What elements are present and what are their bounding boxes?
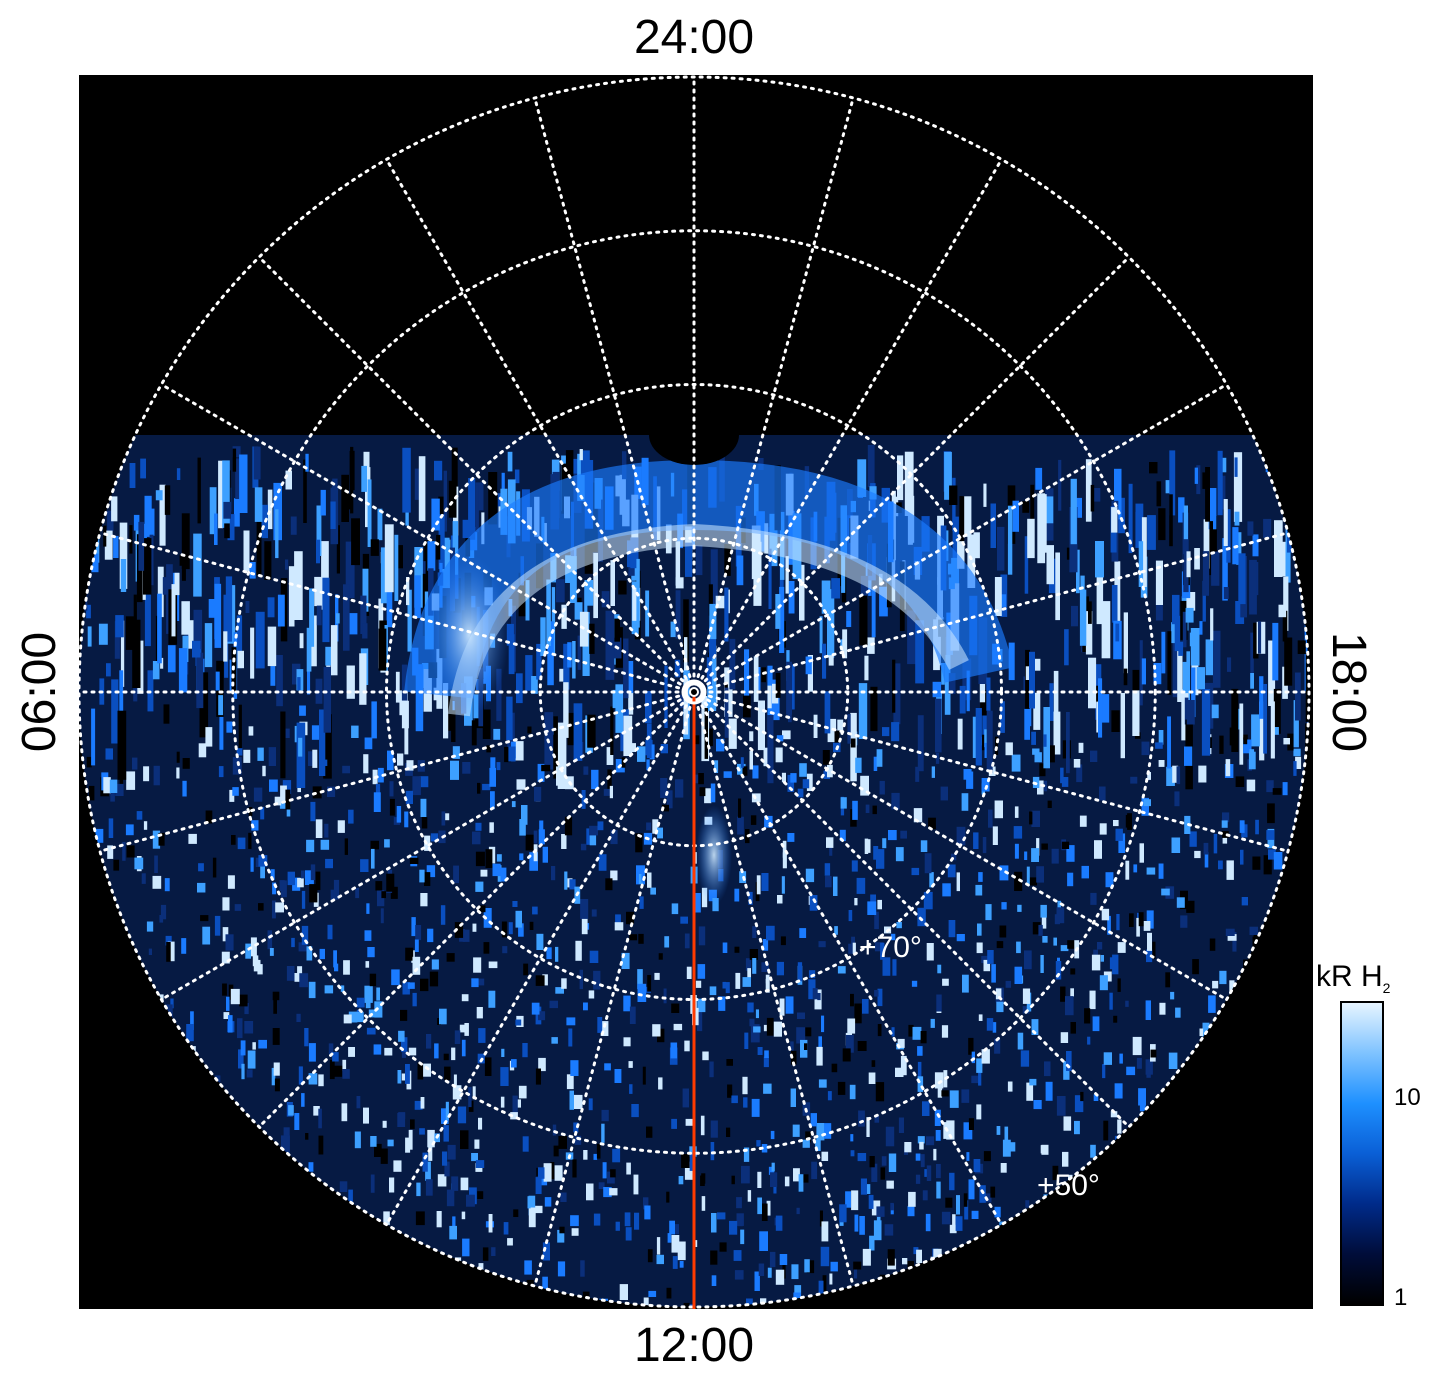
meridian-line: [692, 255, 1131, 694]
meridian-line: [98, 690, 696, 853]
local-time-label-midnight: 24:00: [633, 11, 755, 64]
meridian-line: [692, 690, 1003, 1227]
colorbar-title: kR H2: [1316, 960, 1391, 996]
colorbar-tick-label-10: 10: [1394, 1084, 1421, 1111]
meridian-line: [692, 690, 1290, 853]
meridian-line: [692, 157, 1003, 694]
meridian-line: [692, 690, 855, 1288]
meridian-line: [385, 157, 696, 694]
local-time-label-dawn: 06:00: [13, 631, 66, 753]
pole-marker-inner: [689, 687, 699, 697]
meridian-line: [692, 690, 1229, 1001]
meridian-line: [692, 531, 1290, 694]
meridian-line: [533, 690, 696, 1288]
latitude-label-70: +70°: [859, 931, 922, 964]
polar-projection-image: +70° +50°: [79, 75, 1313, 1309]
meridian-line: [692, 690, 1131, 1129]
meridian-line: [98, 531, 696, 694]
local-time-label-noon: 12:00: [633, 1319, 755, 1372]
meridian-line: [692, 96, 855, 694]
meridian-line: [257, 690, 696, 1129]
latitude-circle: [231, 229, 1157, 1155]
polar-projection-svg: +70° +50°: [79, 75, 1311, 1309]
pole-marker-outer: [681, 679, 707, 705]
latitude-circle: [79, 75, 1311, 1309]
meridian-line: [159, 690, 696, 1001]
meridian-line: [159, 383, 696, 694]
polar-grid: [79, 75, 1311, 1309]
meridian-line: [257, 255, 696, 694]
latitude-label-50: +50°: [1037, 1169, 1100, 1202]
colorbar: [1340, 1001, 1384, 1306]
meridian-line: [692, 383, 1229, 694]
colorbar-tick-label-1: 1: [1394, 1284, 1408, 1311]
meridian-line: [385, 690, 696, 1227]
local-time-label-dusk: 18:00: [1322, 631, 1375, 753]
meridian-line: [533, 96, 696, 694]
